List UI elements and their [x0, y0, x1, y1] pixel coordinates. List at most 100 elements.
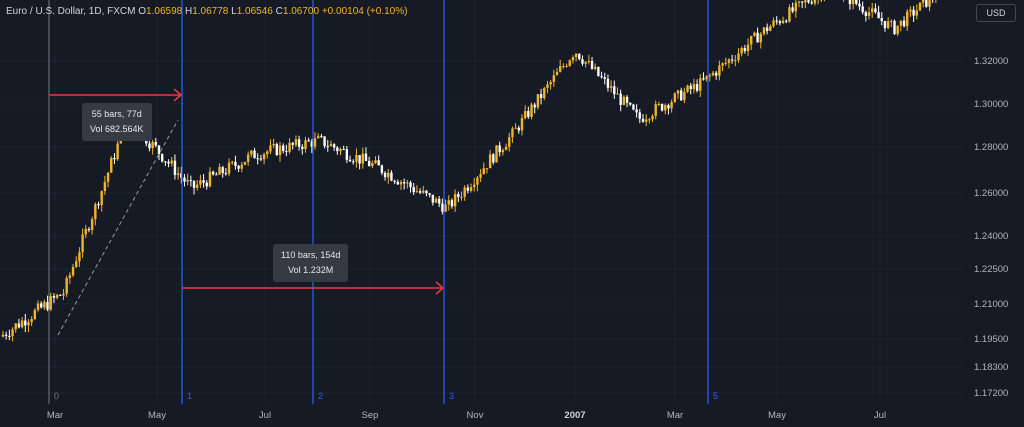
candle — [807, 0, 810, 4]
candle — [718, 60, 721, 81]
candle — [259, 154, 263, 162]
bars-days-text: 55 bars, 77d — [91, 109, 142, 119]
time-axis[interactable]: Mar May Jul Sep Nov 2007 Mar May Jul — [0, 404, 1024, 427]
date-range-info-2: 110 bars, 154d Vol 1.232M — [273, 244, 349, 282]
candle — [632, 103, 635, 111]
candle — [890, 19, 893, 28]
candle — [68, 272, 72, 284]
time-tick-label: May — [768, 410, 786, 421]
candle — [94, 202, 97, 226]
candle — [352, 159, 355, 165]
high-value: 1.06778 — [192, 6, 229, 17]
time-tick-label: Mar — [47, 410, 63, 421]
candle — [97, 201, 100, 209]
candle — [514, 123, 517, 129]
candle — [78, 247, 81, 267]
candle — [336, 145, 339, 155]
candle — [546, 80, 549, 94]
time-tick-label: Jul — [259, 410, 271, 421]
candle — [855, 0, 858, 6]
candle — [536, 94, 540, 110]
candle — [791, 2, 794, 14]
candle — [409, 180, 412, 193]
bars-days-text: 110 bars, 154d — [281, 250, 341, 260]
candle — [243, 161, 247, 166]
candle — [205, 180, 208, 190]
candle — [422, 185, 425, 194]
price-axis[interactable]: 1.32000 1.30000 1.28000 1.26000 1.24000 1.225… — [962, 0, 1024, 427]
candle — [345, 145, 349, 164]
candle — [49, 292, 52, 312]
candle — [902, 16, 906, 28]
candle — [329, 140, 333, 147]
volume-text: Vol 1.232M — [288, 265, 334, 275]
candle — [412, 182, 415, 195]
candle — [406, 179, 409, 189]
candle — [813, 0, 817, 6]
time-tick-label: Nov — [467, 410, 484, 421]
candle — [523, 105, 527, 120]
candle — [62, 289, 65, 301]
candle — [317, 133, 320, 139]
grid-lines — [0, 0, 962, 404]
candle — [415, 185, 419, 193]
candle — [447, 195, 450, 211]
candle — [724, 57, 727, 66]
candle — [880, 12, 883, 26]
candle — [418, 188, 422, 195]
candle — [106, 171, 110, 188]
candle — [785, 19, 788, 24]
candle — [326, 139, 329, 152]
candle — [679, 87, 683, 102]
close-value: 1.06700 — [282, 6, 320, 17]
price-tick-label: 1.26000 — [974, 188, 1008, 199]
candle — [616, 87, 619, 95]
date-range-info-1: 55 bars, 77d Vol 682.564K — [82, 103, 152, 141]
candle — [310, 138, 314, 154]
candle — [730, 54, 734, 64]
fib-time-zones[interactable]: 0 1 2 3 5 — [48, 0, 718, 404]
candle — [775, 16, 778, 25]
candle — [504, 143, 508, 151]
candle — [211, 170, 215, 176]
currency-button[interactable]: USD — [976, 4, 1016, 22]
date-range-arrow[interactable] — [182, 281, 445, 295]
candle — [240, 161, 243, 173]
candle — [692, 78, 696, 94]
candle — [237, 164, 240, 173]
candle — [765, 23, 769, 35]
candle — [568, 59, 571, 67]
candle — [501, 148, 505, 156]
candle — [262, 152, 266, 165]
candle — [196, 180, 199, 191]
price-tick-label: 1.21000 — [974, 299, 1008, 310]
candle — [482, 162, 485, 175]
price-tick-label: 1.28000 — [974, 142, 1008, 153]
date-range-arrows[interactable] — [49, 88, 445, 295]
time-tick-label: May — [148, 410, 166, 421]
candle — [33, 308, 37, 321]
candle — [800, 1, 804, 9]
date-range-arrow[interactable] — [49, 88, 183, 102]
time-tick-label: Jul — [874, 410, 886, 421]
candle — [670, 99, 673, 113]
trend-line[interactable] — [57, 119, 179, 336]
candle — [288, 138, 291, 154]
time-tick-label: Mar — [667, 410, 683, 421]
candle — [644, 114, 648, 127]
candle — [307, 137, 310, 142]
candle — [498, 141, 501, 157]
candle — [495, 145, 498, 163]
candle — [899, 20, 903, 32]
candle — [36, 300, 40, 312]
candle — [113, 153, 116, 165]
candle — [320, 133, 323, 139]
candle — [606, 74, 610, 92]
candle — [24, 313, 27, 333]
candle — [281, 143, 285, 154]
candle — [157, 145, 161, 161]
candle — [794, 0, 798, 18]
candle — [90, 216, 94, 235]
candle — [676, 89, 680, 99]
